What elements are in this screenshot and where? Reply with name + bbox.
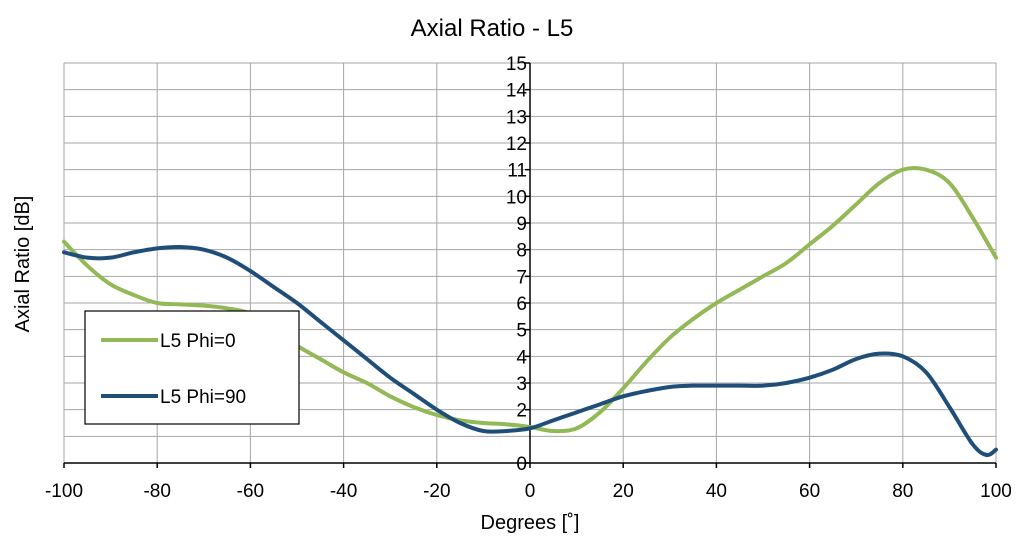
x-tick-label: 80	[892, 481, 913, 502]
x-tick-label: -60	[237, 481, 264, 502]
series-line-phi90	[62, 244, 998, 458]
y-tick-label: 7	[516, 267, 527, 288]
y-tick-label: 4	[516, 347, 527, 368]
y-tick-label: 15	[506, 54, 527, 75]
x-tick-label: 20	[613, 481, 634, 502]
y-tick-labels: 0 2 3 4 5 6 7 8 9 10 11 12 13 14 15	[506, 54, 528, 475]
y-tick-label: 8	[516, 241, 527, 262]
series-lines	[62, 165, 998, 458]
chart-title: Axial Ratio - L5	[411, 15, 574, 42]
x-tick-label: 0	[525, 481, 536, 502]
y-tick-label: 12	[506, 134, 527, 155]
legend-label-phi0: L5 Phi=0	[160, 331, 236, 352]
y-tick-label: 0	[516, 454, 527, 475]
y-tick-label: 6	[516, 294, 527, 315]
y-tick-label: 14	[506, 81, 528, 102]
y-tick-label: 3	[516, 374, 527, 395]
legend: L5 Phi=0 L5 Phi=90	[84, 310, 300, 425]
x-tick-label: -80	[143, 481, 170, 502]
legend-box	[84, 310, 300, 425]
legend-label-phi90: L5 Phi=90	[160, 387, 246, 408]
x-tick-label: 100	[980, 481, 1012, 502]
y-tick-label: 2	[516, 401, 527, 422]
y-tick-label: 9	[516, 214, 527, 235]
y-tick-label: 5	[516, 321, 527, 342]
x-tick-label: -100	[45, 481, 83, 502]
x-tick-label: -40	[330, 481, 357, 502]
x-tick-label: -20	[423, 481, 450, 502]
y-tick-label: 10	[506, 187, 527, 208]
x-tick-labels: -100 -80 -60 -40 -20 0 20 40 60 80 100	[45, 481, 1012, 502]
y-tick-label: 13	[506, 107, 527, 128]
axes	[63, 62, 997, 468]
y-tick-label: 11	[507, 161, 527, 182]
x-axis-label: Degrees [˚]	[481, 512, 580, 534]
y-axis-label: Axial Ratio [dB]	[12, 196, 34, 333]
x-tick-label: 60	[799, 481, 820, 502]
x-tick-label: 40	[706, 481, 727, 502]
